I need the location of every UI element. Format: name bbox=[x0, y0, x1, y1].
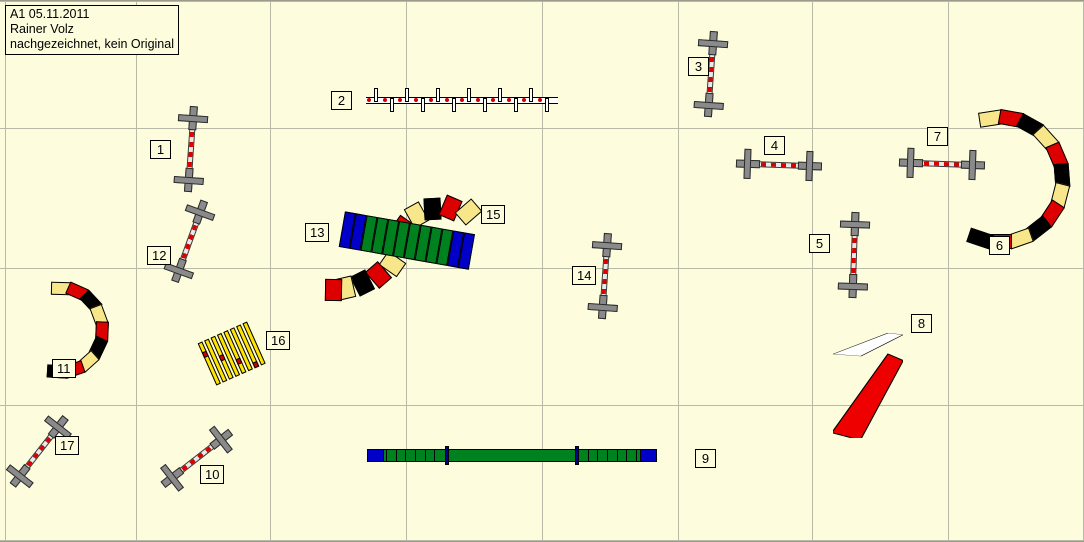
title-line-course: A1 05.11.2011 bbox=[10, 7, 90, 21]
obstacle-label-6[interactable]: 6 bbox=[989, 236, 1010, 255]
comb-tooth bbox=[405, 88, 409, 102]
obstacle-15-segment bbox=[423, 197, 442, 221]
grid-line-horizontal bbox=[0, 128, 1084, 129]
obstacle-label-16[interactable]: 16 bbox=[266, 331, 291, 350]
obstacle-2-comb-rail bbox=[366, 88, 558, 112]
comb-tooth bbox=[529, 88, 533, 102]
title-box: A1 05.11.2011 Rainer Volz nachgezeichnet… bbox=[5, 5, 179, 55]
comb-marker-dot bbox=[475, 98, 480, 102]
comb-marker-dot bbox=[429, 98, 433, 102]
obstacle-15-segment bbox=[324, 278, 343, 302]
obstacle-label-7[interactable]: 7 bbox=[927, 127, 948, 146]
obstacle-label-8[interactable]: 8 bbox=[911, 314, 932, 333]
grid-line-horizontal bbox=[0, 1, 1084, 2]
jump-crossbar bbox=[906, 147, 915, 178]
jump-crossbar bbox=[693, 100, 724, 111]
bridge-contact-marker bbox=[445, 446, 449, 465]
grid-line-vertical bbox=[270, 0, 271, 542]
title-line-author: Rainer Volz bbox=[10, 22, 74, 36]
obstacle-8-ramp bbox=[830, 332, 904, 441]
obstacle-label-3[interactable]: 3 bbox=[688, 57, 709, 76]
bridge-contact-marker bbox=[575, 446, 579, 465]
bridge-deck bbox=[367, 449, 657, 462]
title-line-note: nachgezeichnet, kein Original bbox=[10, 37, 174, 51]
obstacle-label-15[interactable]: 15 bbox=[481, 205, 506, 224]
comb-marker-dot bbox=[413, 98, 418, 102]
obstacle-label-1[interactable]: 1 bbox=[150, 140, 171, 159]
obstacle-label-13[interactable]: 13 bbox=[305, 223, 330, 242]
comb-marker-dot bbox=[398, 98, 402, 102]
map-border bbox=[0, 0, 1084, 1]
comb-marker-dot bbox=[367, 98, 371, 102]
ramp-white-tip bbox=[832, 332, 904, 357]
comb-tooth bbox=[374, 88, 378, 102]
slat-marker bbox=[252, 360, 260, 369]
jump-crossbar bbox=[805, 150, 814, 182]
grid-line-vertical bbox=[678, 0, 679, 542]
jump-crossbar bbox=[177, 114, 209, 124]
obstacle-label-4[interactable]: 4 bbox=[764, 136, 785, 155]
comb-tooth bbox=[436, 88, 440, 102]
comb-marker-dot bbox=[537, 98, 542, 102]
grid-line-horizontal bbox=[0, 268, 1084, 269]
bridge-tie bbox=[635, 450, 637, 461]
comb-marker-dot bbox=[491, 98, 495, 102]
jump-crossbar bbox=[839, 220, 871, 229]
jump-crossbar bbox=[968, 149, 977, 181]
comb-marker-dot bbox=[522, 98, 526, 102]
comb-tooth bbox=[467, 88, 471, 102]
grid-line-horizontal bbox=[0, 540, 1084, 541]
obstacle-label-17[interactable]: 17 bbox=[55, 436, 80, 455]
comb-marker-dot bbox=[382, 98, 387, 102]
jump-crossbar bbox=[587, 302, 618, 313]
bridge-tie bbox=[626, 450, 628, 461]
grid-line-vertical bbox=[406, 0, 407, 542]
bridge-tie bbox=[597, 450, 599, 461]
obstacle-label-5[interactable]: 5 bbox=[809, 234, 830, 253]
obstacle-label-11[interactable]: 11 bbox=[52, 359, 76, 378]
comb-tooth bbox=[544, 98, 549, 112]
jump-crossbar bbox=[697, 39, 729, 49]
comb-tooth bbox=[389, 98, 394, 112]
grid-line-vertical bbox=[5, 0, 6, 542]
bridge-tie bbox=[415, 450, 416, 461]
comb-marker-dot bbox=[444, 98, 449, 102]
grid-line-vertical bbox=[136, 0, 137, 542]
comb-marker-dot bbox=[506, 98, 511, 102]
bridge-blue-end bbox=[367, 449, 384, 462]
bridge-tie bbox=[386, 450, 388, 461]
jump-crossbar bbox=[837, 282, 868, 291]
comb-tooth bbox=[420, 98, 425, 112]
obstacle-9-bridge bbox=[367, 446, 657, 465]
bridge-tie bbox=[424, 450, 426, 461]
grid-line-vertical bbox=[542, 0, 543, 542]
bridge-tie bbox=[395, 450, 397, 461]
comb-tooth bbox=[498, 88, 502, 102]
comb-marker-dot bbox=[460, 98, 464, 102]
bridge-tie bbox=[607, 450, 608, 461]
obstacle-label-12[interactable]: 12 bbox=[147, 246, 172, 265]
obstacle-label-10[interactable]: 10 bbox=[200, 465, 225, 484]
comb-tooth bbox=[482, 98, 487, 112]
grid-line-vertical bbox=[948, 0, 949, 542]
bridge-blue-end bbox=[640, 449, 657, 462]
bridge-tie bbox=[587, 450, 589, 461]
bridge-tie bbox=[405, 450, 407, 461]
grid-line-horizontal bbox=[0, 405, 1084, 406]
bridge-tie bbox=[434, 450, 436, 461]
obstacle-label-9[interactable]: 9 bbox=[695, 449, 716, 468]
bridge-tie bbox=[616, 450, 618, 461]
comb-tooth bbox=[513, 98, 518, 112]
comb-tooth bbox=[451, 98, 456, 112]
obstacle-label-14[interactable]: 14 bbox=[572, 266, 597, 285]
ramp-red-body bbox=[830, 353, 904, 441]
obstacle-16-slats bbox=[197, 321, 269, 388]
jump-crossbar bbox=[591, 241, 623, 251]
jump-crossbar bbox=[743, 148, 752, 179]
grid-line-vertical bbox=[812, 0, 813, 542]
obstacle-label-2[interactable]: 2 bbox=[331, 91, 352, 110]
jump-crossbar bbox=[173, 175, 204, 186]
